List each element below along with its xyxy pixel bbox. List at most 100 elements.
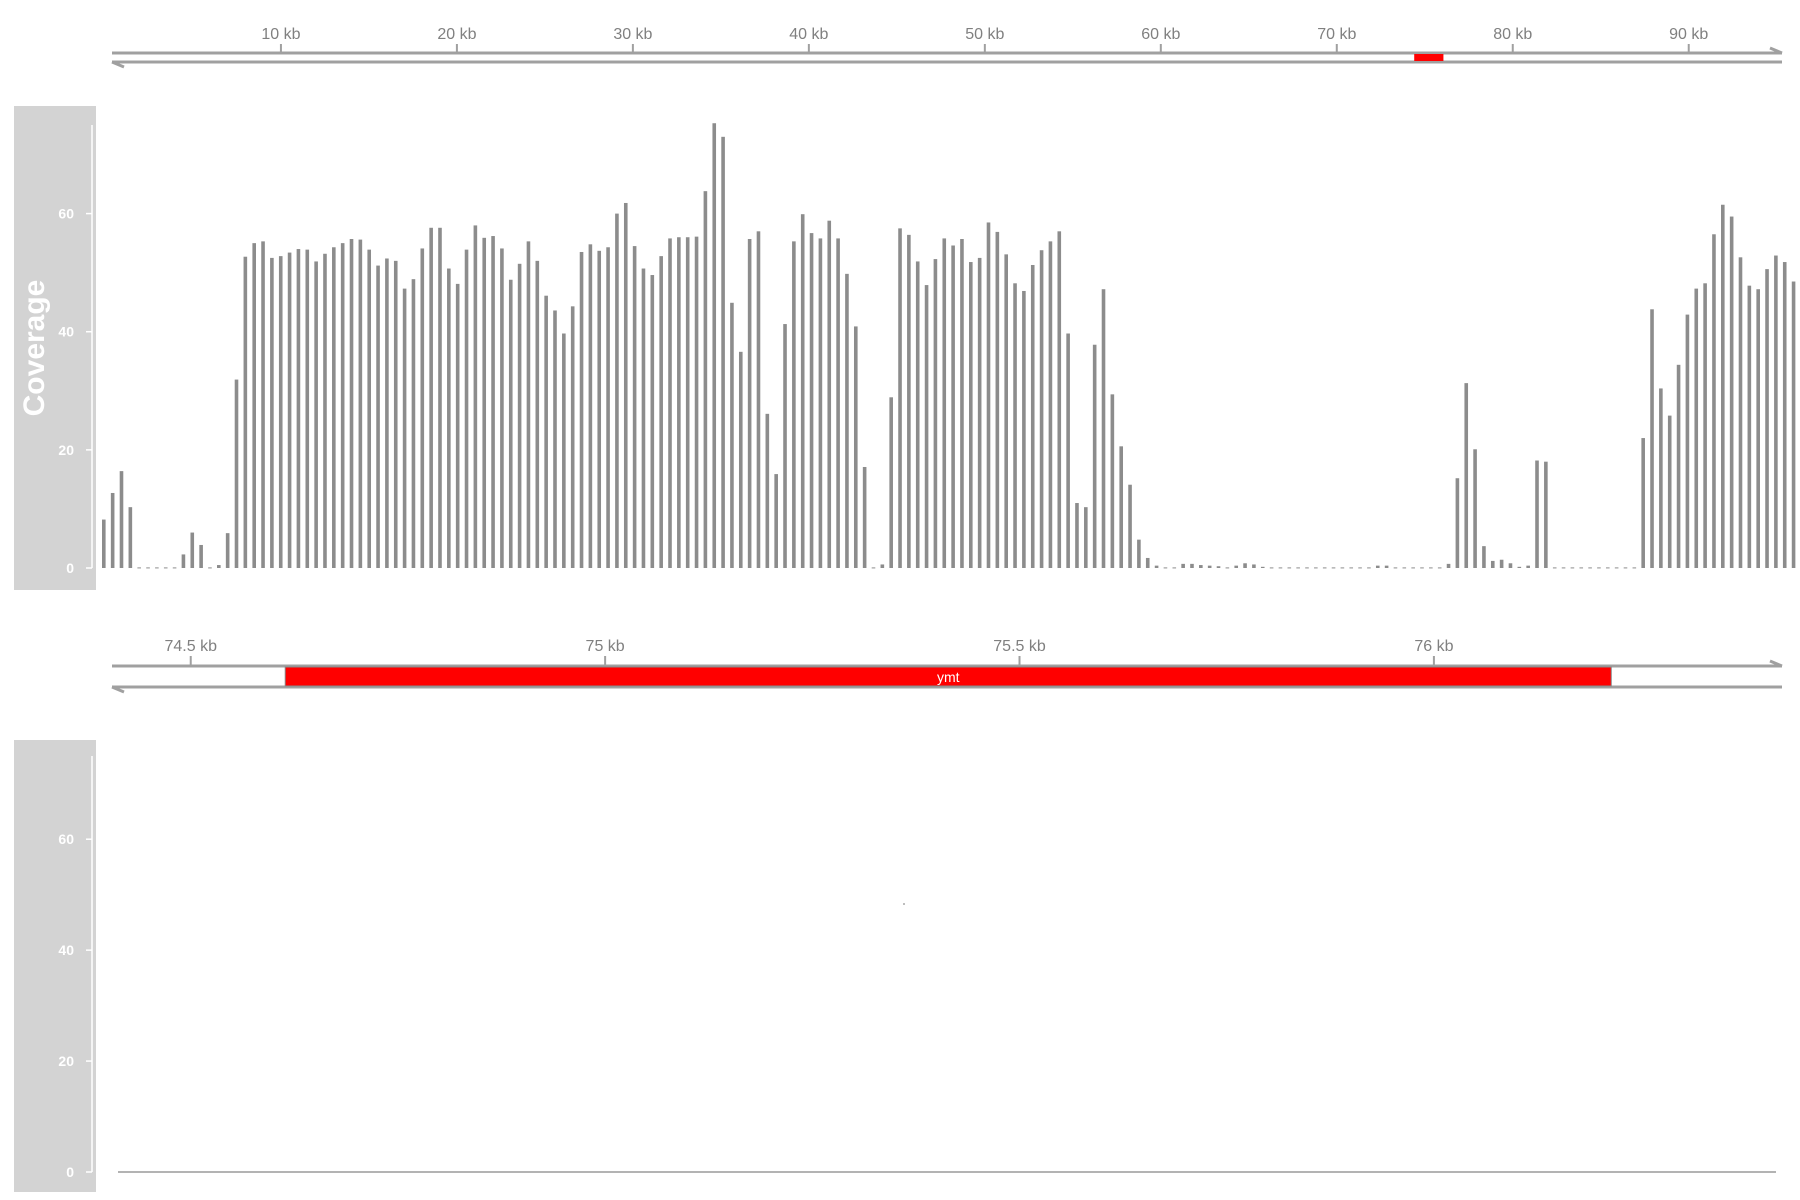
coverage-bar <box>1225 567 1230 569</box>
coverage-bar <box>1508 563 1513 568</box>
coverage-bar <box>508 279 513 568</box>
coverage-overview-ytick-label: 20 <box>58 442 74 458</box>
coverage-bar <box>1084 507 1088 568</box>
coverage-bar <box>110 492 115 568</box>
coverage-bar <box>1181 563 1185 568</box>
coverage-bar <box>1765 269 1769 568</box>
coverage-bar <box>1597 567 1601 569</box>
coverage-bar <box>1632 567 1637 569</box>
coverage-bar <box>774 474 778 568</box>
coverage-bar <box>526 241 531 568</box>
coverage-zoom-ylabel-panel <box>14 740 96 1192</box>
coverage-overview-ytick-label: 0 <box>66 560 74 576</box>
coverage-bar <box>845 273 849 568</box>
coverage-bar <box>1287 567 1292 569</box>
coverage-bar <box>349 238 354 569</box>
coverage-bar <box>915 261 920 568</box>
zoom-forward-arrow-head <box>1769 659 1783 668</box>
coverage-bar <box>102 519 106 568</box>
gene-ymt <box>284 666 1612 687</box>
coverage-bar <box>1402 567 1407 569</box>
coverage-bar <box>677 237 681 568</box>
coverage-zoom-ytick-label: 20 <box>58 1053 74 1069</box>
coverage-bar <box>800 214 805 568</box>
coverage-zoom-ytick-label: 0 <box>66 1164 74 1180</box>
coverage-bar <box>1243 563 1247 568</box>
coverage-bar <box>155 567 159 569</box>
coverage-zoom-ytick-label: 40 <box>58 942 74 958</box>
coverage-bar <box>296 249 301 569</box>
coverage-bar <box>420 248 425 568</box>
coverage-bar <box>730 302 734 568</box>
coverage-bar <box>1721 204 1725 569</box>
coverage-bar <box>1269 567 1274 569</box>
zoom-region-highlight <box>1414 54 1444 61</box>
coverage-bar <box>1659 388 1663 568</box>
coverage-bar <box>1234 565 1239 568</box>
coverage-bar <box>1650 309 1654 568</box>
coverage-bar <box>1782 262 1787 568</box>
coverage-bar <box>1738 257 1743 568</box>
coverage-bar <box>1367 567 1371 569</box>
coverage-bar <box>562 333 566 568</box>
coverage-bar <box>305 249 310 568</box>
zoom-reverse-arrow-head <box>111 685 125 694</box>
coverage-bar <box>597 250 602 568</box>
coverage-bar <box>1490 560 1495 568</box>
coverage-bar <box>1092 344 1097 568</box>
coverage-bar <box>217 565 221 568</box>
coverage-bar <box>1260 566 1265 568</box>
coverage-bar <box>606 247 610 568</box>
coverage-zoom-dot <box>903 903 905 905</box>
coverage-bar <box>535 260 540 568</box>
coverage-bar <box>924 285 929 568</box>
coverage-bar <box>172 567 177 569</box>
coverage-bar <box>641 268 646 568</box>
coverage-bar <box>1305 567 1309 569</box>
coverage-bar <box>323 253 327 569</box>
coverage-bar <box>1570 567 1575 569</box>
coverage-bar <box>1464 383 1469 568</box>
coverage-bar <box>438 227 442 568</box>
coverage-bar <box>1420 567 1424 569</box>
coverage-bar <box>544 295 548 568</box>
coverage-bar <box>1729 216 1734 568</box>
coverage-bar <box>190 532 195 568</box>
coverage-bar <box>243 256 248 568</box>
coverage-bar <box>447 268 451 568</box>
coverage-bar <box>411 279 416 568</box>
coverage-bar <box>898 228 902 568</box>
coverage-bar <box>1685 314 1690 568</box>
coverage-bar <box>1119 446 1124 568</box>
coverage-bar <box>1526 565 1530 568</box>
genome-axis-tick-label: 60 kb <box>1141 26 1180 43</box>
genome-axis-track: 10 kb 20 kb 30 kb 40 kb 50 kb 60 kb 70 kb 80 kb… <box>111 26 1783 69</box>
coverage-bar <box>889 397 893 568</box>
coverage-bar <box>1579 567 1584 569</box>
coverage-bar <box>960 238 964 569</box>
coverage-bar <box>1712 234 1716 569</box>
coverage-bar <box>1552 567 1557 569</box>
coverage-bar <box>429 227 433 568</box>
coverage-bar <box>199 544 203 568</box>
coverage-bar <box>1216 566 1221 568</box>
coverage-bar <box>1030 264 1035 568</box>
coverage-bar <box>1535 460 1539 568</box>
coverage-bar <box>1482 546 1486 568</box>
coverage-bar <box>1207 565 1212 568</box>
coverage-bar <box>500 248 504 568</box>
coverage-bar <box>128 507 133 568</box>
coverage-bar <box>1455 478 1460 568</box>
coverage-bar <box>1437 567 1442 569</box>
coverage-bar <box>1605 567 1610 569</box>
coverage-bar <box>632 246 637 568</box>
genome-axis-tick-label: 50 kb <box>965 26 1004 43</box>
coverage-bar <box>278 256 283 568</box>
coverage-bar <box>1340 567 1345 569</box>
coverage-bar <box>1190 563 1194 568</box>
coverage-bar <box>1004 254 1008 568</box>
coverage-bar <box>163 567 168 569</box>
zoom-axis-tick-label: 75 kb <box>586 638 625 655</box>
coverage-bar <box>455 283 460 568</box>
